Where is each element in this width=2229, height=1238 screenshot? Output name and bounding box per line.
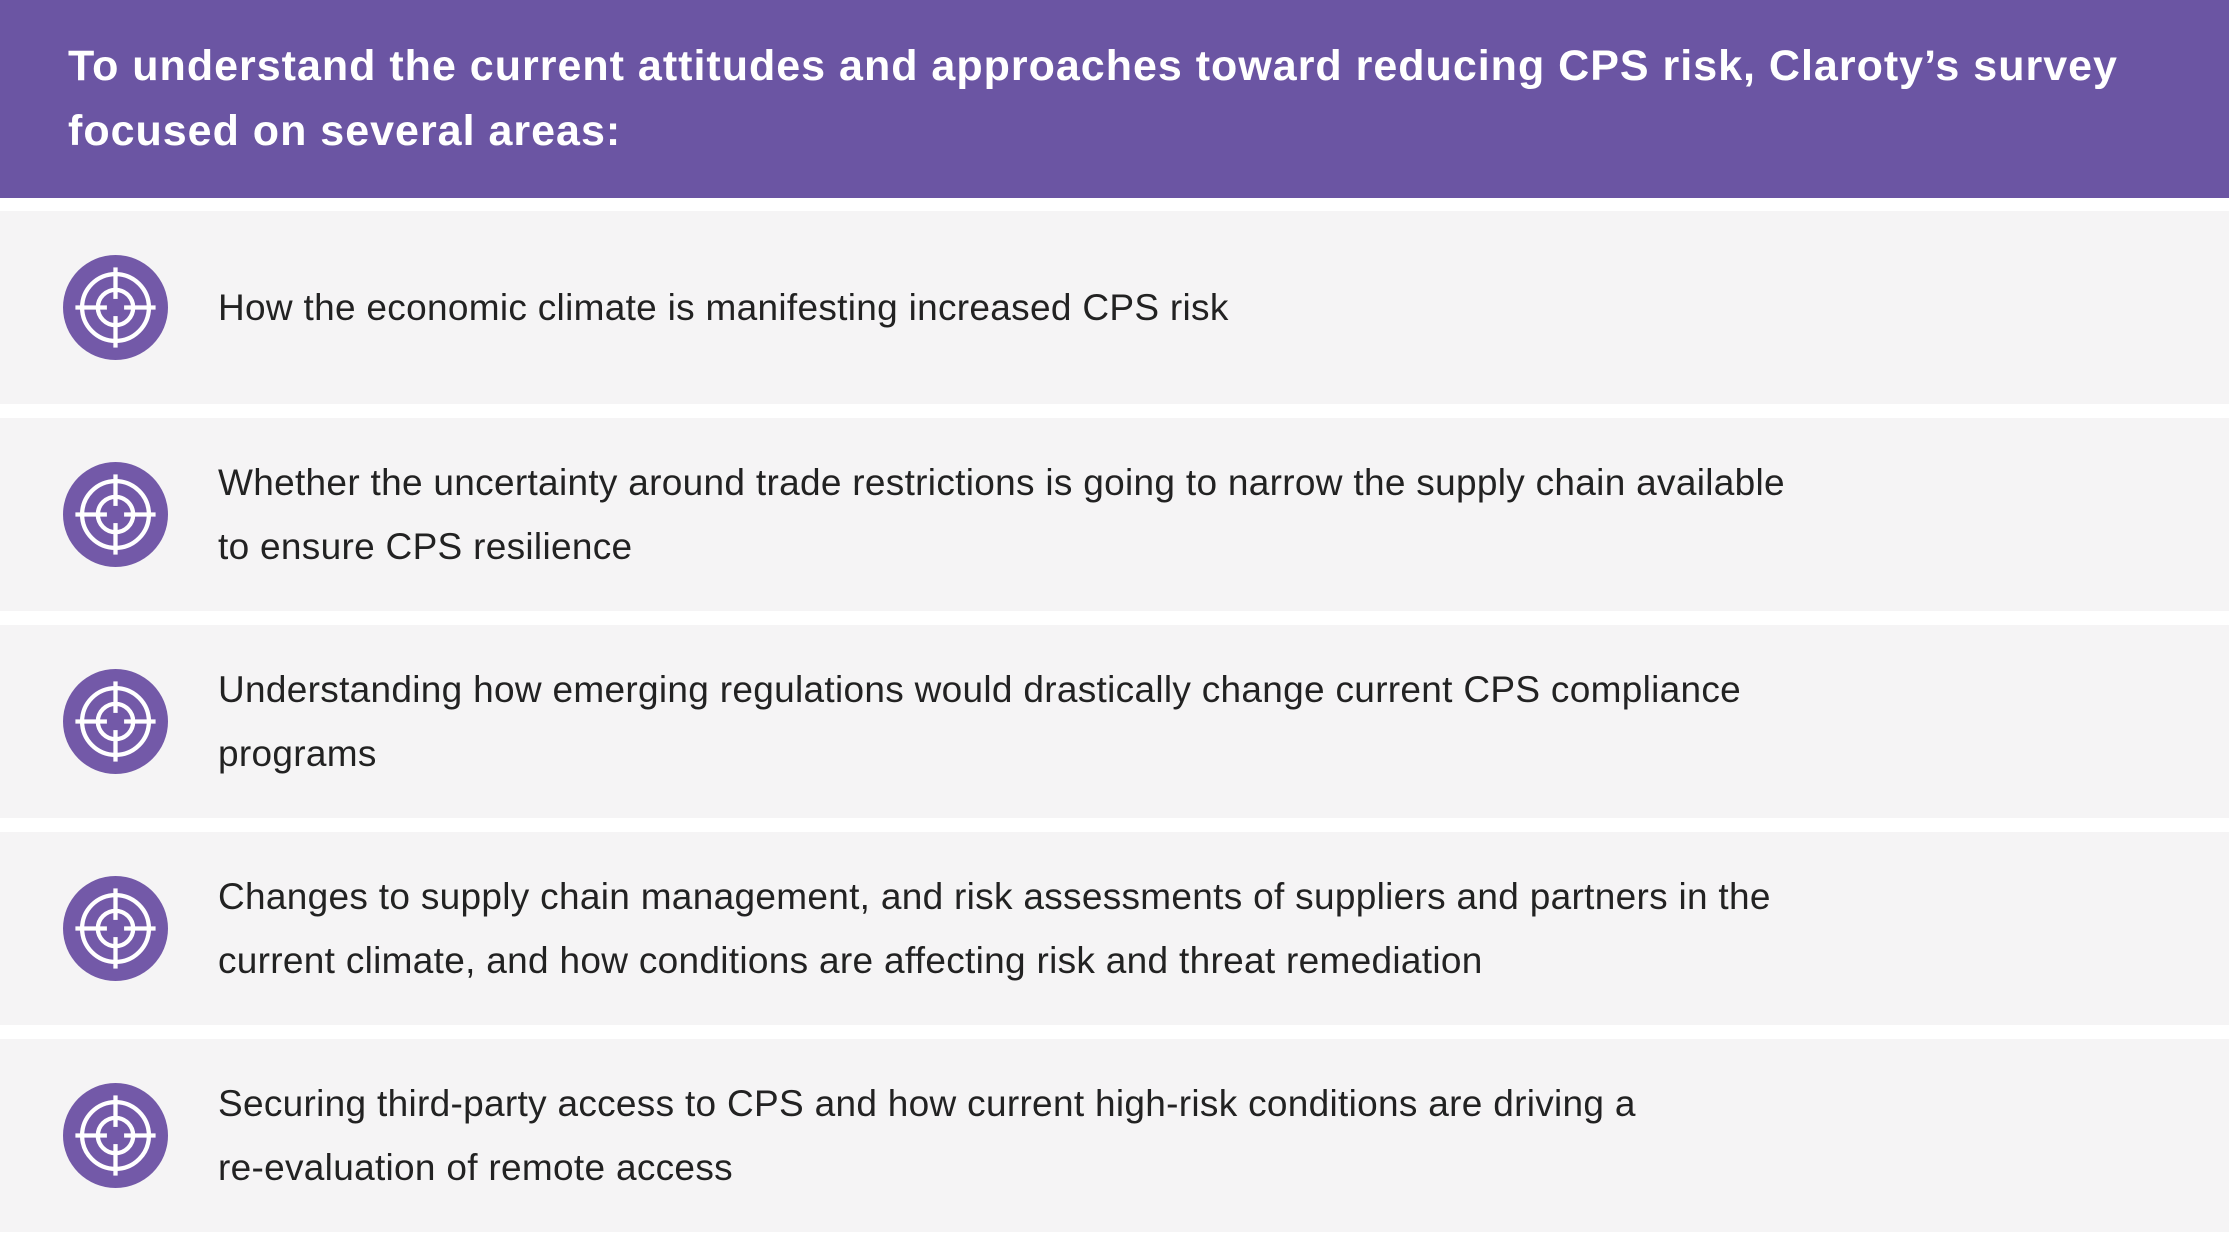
list-item-text: Securing third-party access to CPS and h… (218, 1082, 1636, 1188)
target-icon-circle (63, 1083, 168, 1188)
list-item-text: Changes to supply chain management, and … (218, 875, 1771, 981)
list-item-text: Whether the uncertainty around trade res… (218, 461, 1785, 567)
target-icon-circle (63, 462, 168, 567)
target-icon-circle (63, 876, 168, 981)
target-icon-circle (63, 669, 168, 774)
target-icon-circle (63, 255, 168, 360)
intro-banner: To understand the current attitudes and … (0, 0, 2229, 198)
list-item: Changes to supply chain management, and … (0, 832, 2229, 1025)
list-item-text: How the economic climate is manifesting … (218, 286, 1229, 328)
target-icon (63, 462, 168, 567)
target-icon-crosshair (75, 681, 156, 762)
list-item: Understanding how emerging regulations w… (0, 625, 2229, 818)
survey-focus-list: How the economic climate is manifesting … (0, 211, 2229, 1232)
target-icon (63, 255, 168, 360)
target-icon-crosshair (75, 267, 156, 348)
target-icon (63, 1083, 168, 1188)
target-icon-crosshair (75, 1095, 156, 1176)
list-item: Securing third-party access to CPS and h… (0, 1039, 2229, 1232)
target-icon (63, 876, 168, 981)
list-item-text: Understanding how emerging regulations w… (218, 668, 1742, 774)
target-icon-crosshair (75, 474, 156, 555)
list-item: Whether the uncertainty around trade res… (0, 418, 2229, 611)
target-icon (63, 669, 168, 774)
intro-banner-text: To understand the current attitudes and … (68, 42, 2118, 155)
list-item: How the economic climate is manifesting … (0, 211, 2229, 404)
target-icon-crosshair (75, 888, 156, 969)
